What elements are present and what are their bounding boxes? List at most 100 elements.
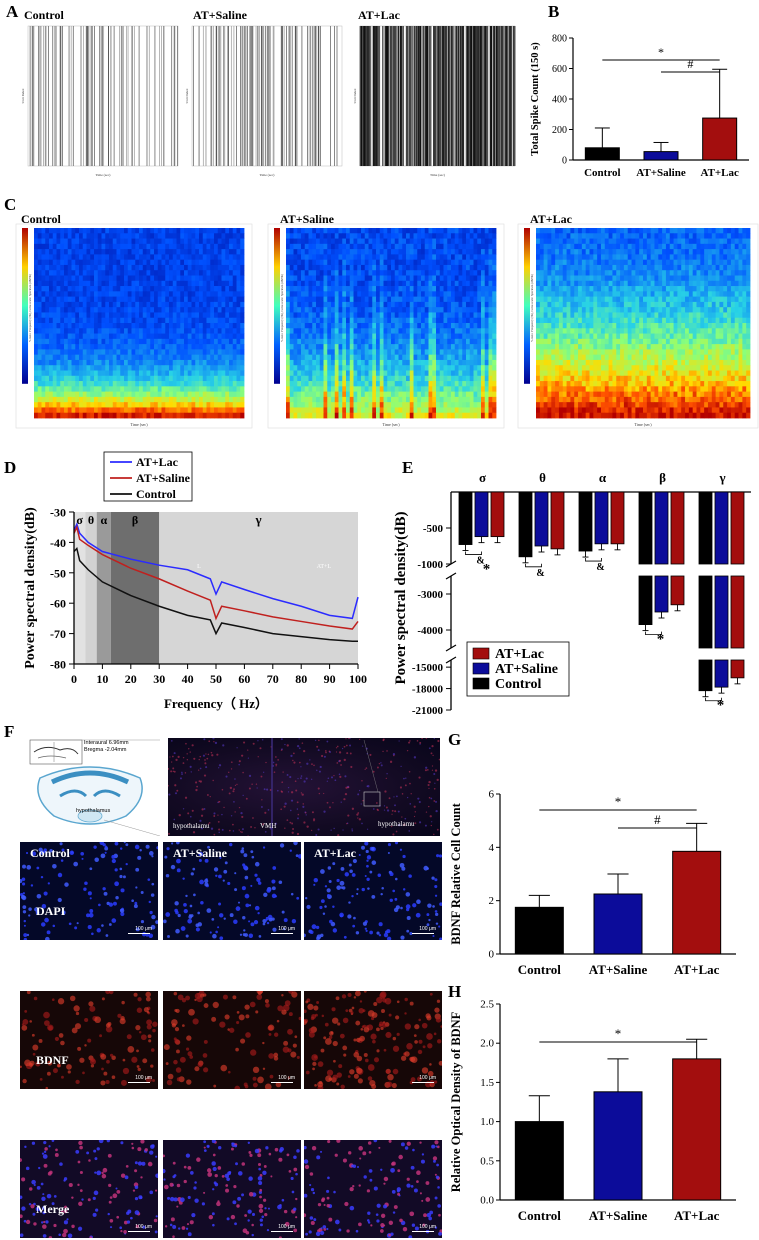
spectro-cell <box>334 307 339 313</box>
spectro-cell <box>585 254 590 261</box>
spectro-cell <box>150 280 155 287</box>
spectro-cell <box>236 386 241 393</box>
spectro-cell <box>368 344 373 350</box>
spectro-cell <box>82 333 87 340</box>
spectro-cell <box>221 391 226 398</box>
spectro-cell <box>387 286 392 292</box>
spectro-cell <box>82 301 87 308</box>
spectro-cell <box>37 412 42 419</box>
spectro-cell <box>308 301 313 308</box>
spectro-cell <box>191 228 196 234</box>
spectro-cell <box>232 381 237 387</box>
spectro-cell <box>304 243 309 250</box>
spectro-cell <box>297 275 302 282</box>
spectro-cell <box>90 381 95 387</box>
spectro-cell <box>142 323 147 329</box>
spectro-cell <box>357 317 362 324</box>
spectro-cell <box>316 323 321 329</box>
spectro-cell <box>229 333 234 340</box>
spectro-cell <box>180 396 185 403</box>
spectro-cell <box>86 280 91 287</box>
spectro-cell <box>150 312 155 319</box>
spectro-cell <box>432 370 437 377</box>
spectro-cell <box>289 407 294 414</box>
spectro-cell <box>217 323 222 329</box>
spectro-cell <box>424 370 429 377</box>
spectro-cell <box>225 396 230 403</box>
spectro-cell <box>730 233 736 239</box>
spectro-cell <box>551 264 556 271</box>
spectro-cell <box>319 386 324 393</box>
spectro-cell <box>376 280 381 287</box>
spectro-cell <box>199 375 204 382</box>
spectro-cell <box>334 412 339 419</box>
spectro-cell <box>37 259 42 266</box>
spectro-cell <box>60 391 65 398</box>
spectro-cell <box>52 228 57 234</box>
spectro-cell <box>161 328 166 334</box>
spectro-cell <box>312 243 317 250</box>
spectro-cell <box>481 317 486 324</box>
spectro-cell <box>97 386 102 393</box>
spectro-cell <box>131 301 136 308</box>
spectro-cell <box>229 280 234 287</box>
spectro-cell <box>391 338 396 345</box>
spectro-cell <box>481 301 486 308</box>
spectro-cell <box>417 402 422 408</box>
spectro-cell <box>221 280 226 287</box>
spectro-cell <box>428 370 433 377</box>
spectro-cell <box>94 238 99 245</box>
spectro-cell <box>131 307 136 313</box>
spectro-cell <box>82 280 87 287</box>
spectro-cell <box>353 381 358 387</box>
spectro-cell <box>469 312 474 319</box>
spectro-cell <box>67 307 72 313</box>
spectro-cell <box>172 286 177 292</box>
spectro-cell <box>627 238 632 245</box>
spectro-cell <box>481 296 486 303</box>
spectro-cell <box>334 323 339 329</box>
spectro-cell <box>184 412 189 419</box>
spectro-cell <box>439 238 444 245</box>
spectro-cell <box>308 317 313 324</box>
spectro-cell <box>364 333 369 340</box>
spectro-cell <box>447 312 452 319</box>
spectro-cell <box>376 296 381 303</box>
spectro-cell <box>236 249 241 255</box>
spectro-cell <box>75 280 80 287</box>
spectro-cell <box>364 365 369 371</box>
spectro-cell <box>60 286 65 292</box>
spectro-cell <box>342 365 347 371</box>
spectro-cell <box>286 338 291 345</box>
spectro-cell <box>75 349 80 356</box>
spectro-cell <box>157 264 162 271</box>
spectro-cell <box>120 291 125 298</box>
spectro-cell <box>127 243 132 250</box>
spectro-cell <box>654 254 659 261</box>
spectro-cell <box>719 254 724 261</box>
spectro-cell <box>105 254 110 261</box>
spectro-cell <box>105 280 110 287</box>
spectro-cell <box>229 323 234 329</box>
spectro-cell <box>409 375 414 382</box>
spectro-cell <box>94 233 99 239</box>
spectro-cell <box>688 264 694 271</box>
spectro-cell <box>206 333 211 340</box>
spectro-cell <box>604 259 610 266</box>
spectro-cell <box>56 259 61 266</box>
spectro-cell <box>555 264 560 271</box>
spectro-cell <box>406 365 411 371</box>
spectro-cell <box>394 307 399 313</box>
spectro-cell <box>627 228 632 234</box>
spectro-cell <box>116 238 121 245</box>
spectro-cell <box>331 349 336 356</box>
spectro-cell <box>187 301 192 308</box>
spectro-cell <box>101 359 106 366</box>
spectro-cell <box>589 228 594 234</box>
spectro-cell <box>112 338 117 345</box>
spectro-cell <box>206 275 211 282</box>
spectro-cell <box>413 317 418 324</box>
spectro-cell <box>308 238 313 245</box>
spectro-cell <box>704 259 709 266</box>
spectro-cell <box>312 407 317 414</box>
